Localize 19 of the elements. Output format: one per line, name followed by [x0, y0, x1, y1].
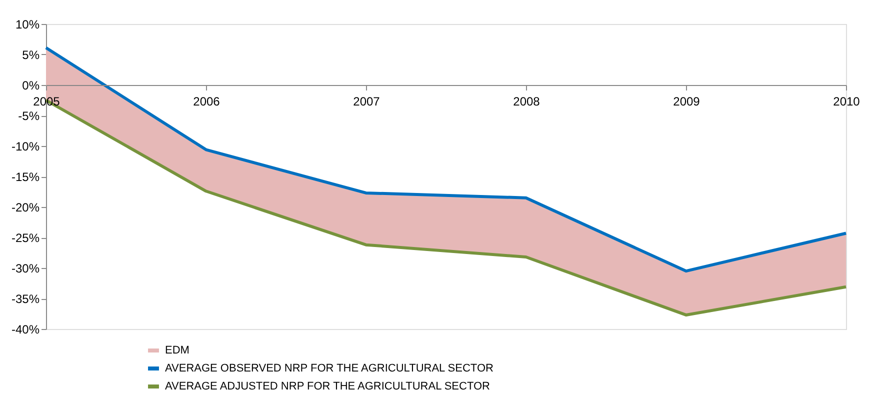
y-tick-label: -30% — [11, 262, 40, 276]
y-tick-label: 10% — [15, 18, 40, 32]
y-tick-label: -25% — [11, 231, 40, 245]
legend-label: AVERAGE ADJUSTED NRP FOR THE AGRICULTURAL SECTOR — [165, 380, 490, 392]
legend-label: AVERAGE OBSERVED NRP FOR THE AGRICULTURAL SECTOR — [165, 362, 494, 374]
legend-label: EDM — [165, 344, 190, 356]
y-tick-label: -5% — [18, 109, 40, 123]
y-tick-label: -10% — [11, 140, 40, 154]
x-tick-label: 2008 — [513, 94, 540, 108]
x-tick-label: 2006 — [193, 94, 220, 108]
x-tick-label: 2010 — [833, 94, 860, 108]
x-tick-label: 2007 — [353, 94, 380, 108]
y-tick-label: -20% — [11, 200, 40, 214]
y-tick-label: -40% — [11, 322, 40, 336]
y-tick-label: -35% — [11, 292, 40, 306]
x-tick-label: 2009 — [673, 94, 700, 108]
y-tick-label: 5% — [22, 48, 40, 62]
y-tick-label: 0% — [22, 78, 40, 92]
y-tick-label: -15% — [11, 170, 40, 184]
